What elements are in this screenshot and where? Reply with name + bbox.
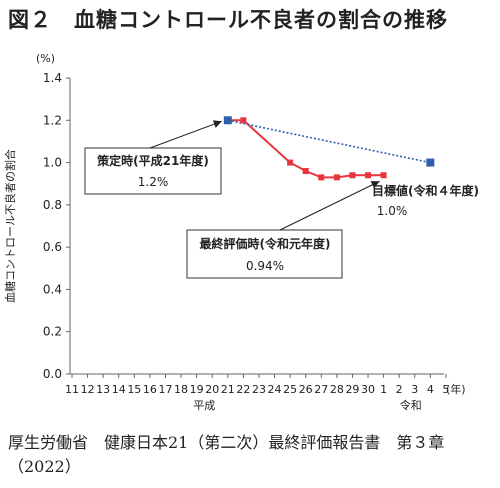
annotation-target-value: 1.0% (377, 204, 408, 218)
y-tick-label: 0.0 (43, 367, 62, 381)
chart: 0.0 0.2 0.4 0.6 0.8 1.0 1.2 1.4 (%) 血糖コントロール不良者の割… (0, 0, 500, 425)
data-point (381, 172, 387, 178)
series-line-2 (228, 120, 430, 162)
annotation-baseline-arrow (150, 121, 222, 148)
x-tick-label: 22 (236, 383, 250, 396)
y-tick-label: 1.0 (43, 156, 62, 170)
x-tick-label: 29 (345, 383, 359, 396)
x-tick-label: 16 (143, 383, 157, 396)
x-era-label: 平成 (193, 399, 215, 412)
x-tick-label: 4 (427, 383, 434, 396)
x-tick-label: 13 (96, 383, 110, 396)
chart-lines (228, 120, 430, 177)
x-tick-label: 28 (330, 383, 344, 396)
x-tick-label: 1 (380, 383, 387, 396)
x-era-label: 令和 (400, 398, 422, 412)
x-tick-label: 23 (252, 383, 266, 396)
y-tick-label: 0.4 (43, 282, 62, 296)
x-tick-label: 24 (268, 383, 282, 396)
x-tick-label: 27 (314, 383, 328, 396)
data-point (349, 172, 355, 178)
data-point (334, 174, 340, 180)
data-point (287, 160, 293, 166)
x-tick-label: 19 (190, 383, 204, 396)
source-citation: 厚生労働省 健康日本21（第二次）最終評価報告書 第３章（2022） (8, 431, 493, 479)
x-tick-label: 21 (221, 383, 235, 396)
x-tick-label: 11 (65, 383, 79, 396)
annotation-final-title: 最終評価時(令和元年度) (200, 236, 331, 251)
data-point (318, 174, 324, 180)
x-tick-label: 2 (396, 383, 403, 396)
chart-annotations: 策定時(平成21年度) 1.2% 最終評価時(令和元年度) 0.94% 目標値(令和４年… (85, 120, 479, 278)
x-tick-label: 26 (299, 383, 313, 396)
x-axis-unit: (年) (446, 382, 466, 396)
annotation-baseline-title: 策定時(平成21年度) (97, 153, 209, 168)
target-point (224, 116, 232, 124)
x-tick-label: 18 (174, 383, 188, 396)
annotation-target-title: 目標値(令和４年度) (372, 183, 479, 198)
x-tick-label: 15 (127, 383, 141, 396)
data-point (240, 117, 246, 123)
x-tick-label: 30 (361, 383, 375, 396)
y-axis-unit: (%) (36, 52, 55, 65)
chart-axes (70, 78, 444, 374)
y-tick-label: 1.2 (43, 113, 62, 127)
target-point (426, 159, 434, 167)
x-tick-label: 12 (81, 383, 95, 396)
y-tick-label: 1.4 (43, 71, 62, 85)
x-tick-label: 25 (283, 383, 297, 396)
y-tick-label: 0.2 (43, 325, 62, 339)
x-tick-label: 17 (158, 383, 172, 396)
annotation-final-arrow (280, 181, 380, 230)
data-point (365, 172, 371, 178)
annotation-baseline-value: 1.2% (138, 175, 169, 189)
y-axis-title: 血糖コントロール不良者の割合 (3, 149, 17, 303)
x-tick-label: 14 (112, 383, 126, 396)
x-tick-label: 3 (411, 383, 418, 396)
y-tick-label: 0.8 (43, 198, 62, 212)
data-point (303, 168, 309, 174)
y-tick-label: 0.6 (43, 240, 62, 254)
x-tick-label: 20 (205, 383, 219, 396)
annotation-final-value: 0.94% (246, 259, 284, 273)
